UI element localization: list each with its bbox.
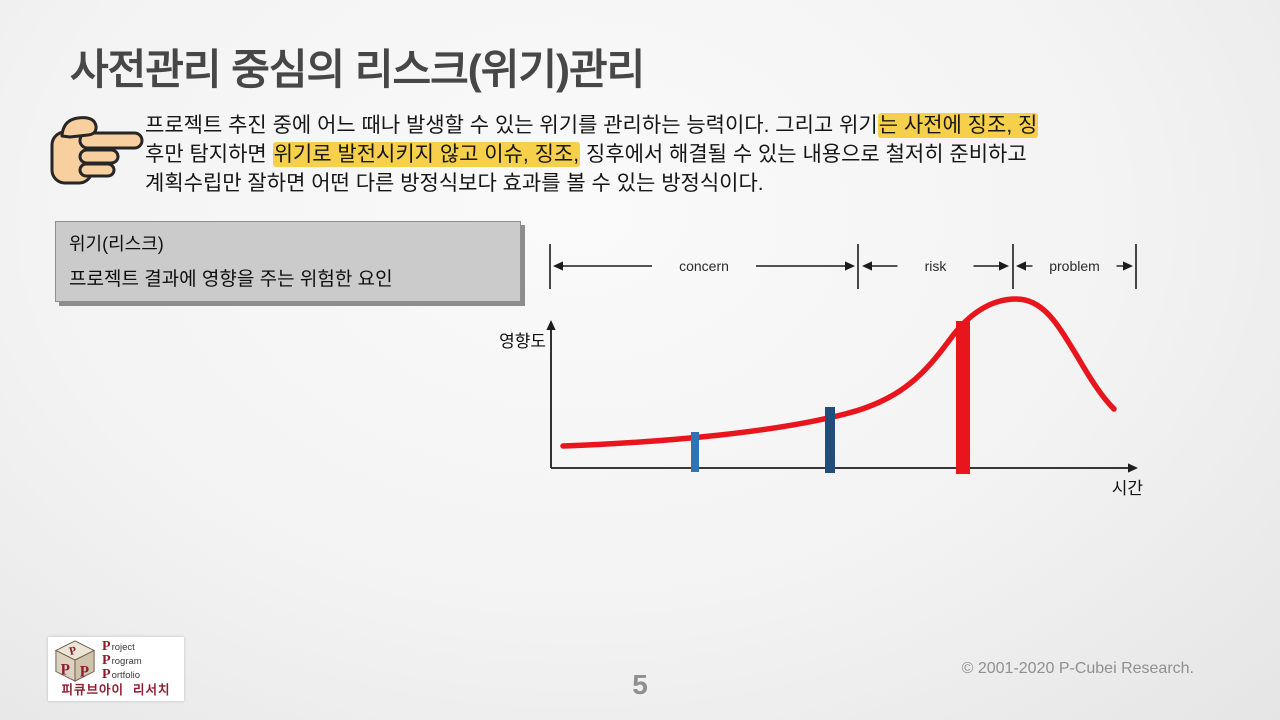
cube-logo-icon: P P P [54,640,96,682]
y-axis-arrow-icon [546,320,556,330]
cube-letter-right: P [80,663,89,680]
highlighted-text: 는 사전에 징조, 징 [877,113,1039,138]
logo-initial: P [102,667,111,682]
text-segment: 징후에서 해결될 수 있는 내용으로 철저히 준비하고 [580,143,1027,166]
x-axis-label: 시간 [1112,479,1144,498]
arrow-right-icon [845,261,855,271]
concern-signal-bar [691,432,699,472]
arrow-left-icon [1016,261,1026,271]
x-axis-arrow-icon [1128,463,1138,473]
cube-letter-left: P [61,661,70,678]
paragraph-line: 계획수립만 잘하면 어떤 다른 방정식보다 효과를 볼 수 있는 방정식이다. [145,169,1270,198]
logo-korean-name: 피큐브아이 리서치 [61,683,171,697]
arrow-left-icon [553,261,563,271]
logo-initial: P [102,639,111,654]
slide-title: 사전관리 중심의 리스크(위기)관리 [70,46,645,93]
page-number: 5 [632,669,648,700]
cube-letter-top: P [68,645,78,658]
text-segment: 계획수립만 잘하면 어떤 다른 방정식보다 효과를 볼 수 있는 방정식이다. [145,172,764,195]
pointing-hand-icon [50,114,146,186]
arrow-left-icon [862,261,872,271]
stage-label-concern: concern [679,258,729,274]
intro-paragraph: 프로젝트 추진 중에 어느 때나 발생할 수 있는 위기를 관리하는 능력이다.… [145,111,1270,198]
definition-box-title: 위기(리스크) [69,234,164,254]
logo-rest: rogram [111,656,142,667]
definition-box-body: 프로젝트 결과에 영향을 주는 위험한 요인 [69,269,393,290]
text-segment: 후만 탐지하면 [145,143,273,166]
text-segment: 프로젝트 추진 중에 어느 때나 발생할 수 있는 위기를 관리하는 능력이다.… [145,114,878,137]
y-axis-label: 영향도 [499,332,546,351]
paragraph-line: 후만 탐지하면 위기로 발전시키지 않고 이슈, 징조, 징후에서 해결될 수 … [145,140,1270,169]
impact-curve [560,296,1117,449]
highlighted-text: 위기로 발전시키지 않고 이슈, 징조, [272,142,581,167]
arrow-right-icon [999,261,1009,271]
copyright: © 2001-2020 P-Cubei Research. [961,660,1194,677]
definition-box: 위기(리스크) 프로젝트 결과에 영향을 주는 위험한 요인 [55,221,521,302]
risk-signal-bar [825,407,835,473]
arrow-right-icon [1123,261,1133,271]
logo-rest: ortfolio [111,670,141,681]
stage-label-risk: risk [925,258,948,274]
paragraph-line: 프로젝트 추진 중에 어느 때나 발생할 수 있는 위기를 관리하는 능력이다.… [145,111,1270,140]
problem-signal-bar [956,321,970,474]
logo-rest: roject [111,642,135,653]
logo-initial: P [102,653,111,668]
stage-label-problem: problem [1049,258,1100,274]
pointing-hand-graphic [50,116,144,185]
